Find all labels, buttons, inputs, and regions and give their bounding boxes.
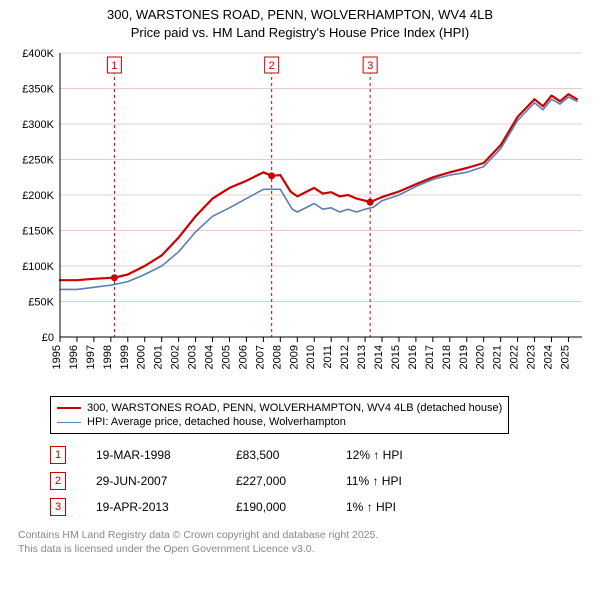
svg-text:2004: 2004	[204, 345, 216, 369]
events-table: 1 19-MAR-1998 £83,500 12% ↑ HPI 2 29-JUN-2007…	[50, 442, 588, 520]
svg-text:2007: 2007	[254, 345, 266, 369]
svg-text:2023: 2023	[526, 345, 538, 369]
svg-text:£200K: £200K	[22, 190, 54, 202]
svg-text:£0: £0	[42, 332, 54, 344]
chart-area: £0 £50K £100K £150K £200K £250K £300K £350K £400…	[12, 45, 588, 390]
event-price: £227,000	[236, 474, 316, 488]
svg-text:2016: 2016	[407, 345, 419, 369]
footer-line2: This data is licensed under the Open Gov…	[18, 542, 588, 556]
svg-text:2011: 2011	[322, 345, 334, 369]
svg-text:£350K: £350K	[22, 84, 54, 96]
svg-text:2019: 2019	[458, 345, 470, 369]
svg-text:£250K: £250K	[22, 155, 54, 167]
event-hpi: 1% ↑ HPI	[346, 500, 436, 514]
event-row: 2 29-JUN-2007 £227,000 11% ↑ HPI	[50, 468, 588, 494]
svg-text:£300K: £300K	[22, 119, 54, 131]
event-price: £190,000	[236, 500, 316, 514]
event-hpi: 11% ↑ HPI	[346, 474, 436, 488]
svg-text:2021: 2021	[492, 345, 504, 369]
svg-text:2000: 2000	[136, 345, 148, 369]
svg-text:2008: 2008	[271, 345, 283, 369]
legend: 300, WARSTONES ROAD, PENN, WOLVERHAMPTON…	[50, 396, 509, 434]
chart-title: 300, WARSTONES ROAD, PENN, WOLVERHAMPTON…	[0, 0, 600, 41]
svg-text:£50K: £50K	[28, 297, 54, 309]
event-row: 1 19-MAR-1998 £83,500 12% ↑ HPI	[50, 442, 588, 468]
svg-text:£400K: £400K	[22, 48, 54, 60]
event-badge: 3	[50, 498, 66, 516]
footer-attribution: Contains HM Land Registry data © Crown c…	[18, 528, 588, 556]
title-line1: 300, WARSTONES ROAD, PENN, WOLVERHAMPTON…	[0, 6, 600, 24]
legend-swatch	[57, 422, 81, 423]
svg-text:3: 3	[367, 60, 373, 72]
event-date: 19-MAR-1998	[96, 448, 206, 462]
svg-text:2005: 2005	[220, 345, 232, 369]
legend-swatch	[57, 407, 81, 409]
legend-item: 300, WARSTONES ROAD, PENN, WOLVERHAMPTON…	[57, 401, 502, 415]
svg-text:2017: 2017	[424, 345, 436, 369]
svg-text:2: 2	[269, 60, 275, 72]
svg-text:1995: 1995	[51, 345, 63, 369]
svg-text:2015: 2015	[390, 345, 402, 369]
title-line2: Price paid vs. HM Land Registry's House …	[0, 24, 600, 42]
svg-text:2001: 2001	[153, 345, 165, 369]
svg-text:1997: 1997	[85, 345, 97, 369]
svg-text:2002: 2002	[170, 345, 182, 369]
svg-text:2025: 2025	[559, 345, 571, 369]
svg-text:£100K: £100K	[22, 261, 54, 273]
event-date: 19-APR-2013	[96, 500, 206, 514]
svg-text:£150K: £150K	[22, 226, 54, 238]
legend-item: HPI: Average price, detached house, Wolv…	[57, 415, 502, 429]
footer-line1: Contains HM Land Registry data © Crown c…	[18, 528, 588, 542]
svg-text:2024: 2024	[542, 345, 554, 369]
svg-text:1996: 1996	[68, 345, 80, 369]
event-date: 29-JUN-2007	[96, 474, 206, 488]
svg-text:2018: 2018	[441, 345, 453, 369]
svg-text:2014: 2014	[373, 345, 385, 369]
svg-text:2003: 2003	[187, 345, 199, 369]
svg-text:2020: 2020	[475, 345, 487, 369]
event-row: 3 19-APR-2013 £190,000 1% ↑ HPI	[50, 494, 588, 520]
svg-text:2009: 2009	[288, 345, 300, 369]
event-badge: 2	[50, 472, 66, 490]
line-chart-svg: £0 £50K £100K £150K £200K £250K £300K £350K £400…	[12, 45, 588, 385]
event-price: £83,500	[236, 448, 316, 462]
legend-label: 300, WARSTONES ROAD, PENN, WOLVERHAMPTON…	[87, 402, 502, 414]
svg-text:2010: 2010	[305, 345, 317, 369]
legend-label: HPI: Average price, detached house, Wolv…	[87, 416, 346, 428]
svg-text:1: 1	[111, 60, 117, 72]
svg-text:1999: 1999	[119, 345, 131, 369]
svg-text:2022: 2022	[509, 345, 521, 369]
svg-text:2013: 2013	[356, 345, 368, 369]
svg-text:2006: 2006	[237, 345, 249, 369]
event-hpi: 12% ↑ HPI	[346, 448, 436, 462]
event-badge: 1	[50, 446, 66, 464]
svg-text:1998: 1998	[102, 345, 114, 369]
svg-text:2012: 2012	[339, 345, 351, 369]
